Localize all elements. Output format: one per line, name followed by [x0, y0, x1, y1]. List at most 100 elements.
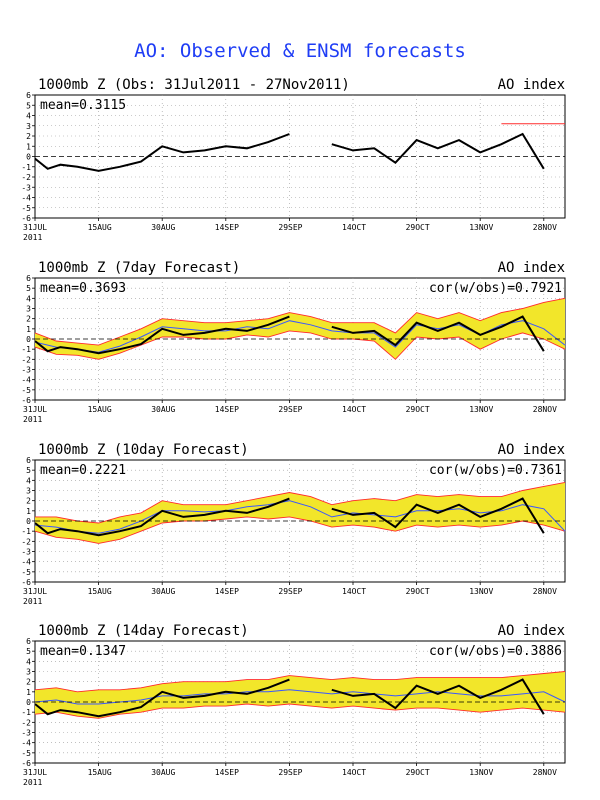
y-tick-label: -6: [21, 759, 31, 768]
year-label: 2011: [23, 233, 42, 242]
ensemble-spread-band: [35, 298, 565, 360]
x-tick-label: 29OCT: [406, 405, 430, 414]
x-tick-label: 14SEP: [215, 405, 239, 414]
x-tick-label: 15AUG: [88, 768, 112, 777]
x-tick-label: 14SEP: [215, 587, 239, 596]
x-tick-label: 28NOV: [533, 768, 557, 777]
y-tick-label: -5: [21, 749, 31, 758]
y-tick-label: -4: [21, 739, 31, 748]
panel-4: 1000mb Z (14day Forecast) AO index mean=0.…: [21, 623, 566, 787]
x-tick-label: 28NOV: [533, 223, 557, 232]
x-tick-label: 29SEP: [278, 768, 302, 777]
panel-title: 1000mb Z (10day Forecast): [38, 442, 249, 458]
observed-series-line: [34, 497, 290, 537]
observed-series-line: [331, 678, 545, 715]
grid: [35, 95, 565, 218]
x-tick-label: 30AUG: [151, 223, 175, 232]
x-tick-label: 29OCT: [406, 587, 430, 596]
y-tick-label: 5: [26, 101, 31, 110]
y-tick-label: 0: [26, 153, 31, 162]
y-tick-label: 2: [26, 315, 31, 324]
y-tick-label: -4: [21, 194, 31, 203]
year-label: 2011: [23, 597, 42, 606]
y-tick-label: -6: [21, 578, 31, 587]
y-tick-label: 0: [26, 335, 31, 344]
x-tick-label: 15AUG: [88, 587, 112, 596]
y-tick-label: -3: [21, 183, 31, 192]
figure-title: AO: Observed & ENSM forecasts: [134, 40, 466, 62]
year-label: 2011: [23, 778, 42, 787]
x-tick-label: 28NOV: [533, 405, 557, 414]
correlation-label: cor(w/obs)=0.7361: [429, 463, 562, 478]
x-tick-label: 14OCT: [342, 405, 366, 414]
y-tick-label: -6: [21, 214, 31, 223]
ensemble-spread-band: [35, 482, 565, 544]
y-tick-label: 1: [26, 688, 31, 697]
ensemble-max-line: [34, 671, 566, 693]
ensemble-min-line: [34, 703, 566, 719]
correlation-label: cor(w/obs)=0.7921: [429, 281, 562, 296]
index-label: AO index: [498, 442, 565, 458]
y-tick-label: 5: [26, 284, 31, 293]
y-tick-label: 4: [26, 294, 31, 303]
observed-series-line: [34, 678, 290, 718]
panel-title: 1000mb Z (14day Forecast): [38, 623, 249, 639]
y-tick-label: 4: [26, 112, 31, 121]
panel-2: 1000mb Z (7day Forecast) AO index mean=0.3…: [21, 260, 566, 424]
x-tick-label: 13NOV: [469, 405, 493, 414]
y-tick-label: 2: [26, 497, 31, 506]
panel-title: 1000mb Z (Obs: 31Jul2011 - 27Nov2011): [38, 77, 350, 93]
y-tick-label: -5: [21, 204, 31, 213]
y-tick-label: 3: [26, 487, 31, 496]
y-tick-label: -2: [21, 537, 31, 546]
ensemble-max-line: [35, 481, 566, 524]
y-tick-label: 1: [26, 142, 31, 151]
y-tick-label: 1: [26, 507, 31, 516]
y-tick-label: 1: [26, 325, 31, 334]
index-label: AO index: [498, 623, 565, 639]
y-tick-label: -4: [21, 558, 31, 567]
x-tick-label: 31JUL: [23, 587, 47, 596]
ensemble-min-line: [34, 516, 566, 544]
x-tick-label: 13NOV: [469, 587, 493, 596]
x-tick-label: 14SEP: [215, 768, 239, 777]
y-tick-label: -5: [21, 568, 31, 577]
panel-1: 1000mb Z (Obs: 31Jul2011 - 27Nov2011) AO …: [21, 77, 566, 242]
y-tick-label: 3: [26, 668, 31, 677]
observed-series-line: [34, 315, 290, 355]
x-tick-label: 15AUG: [88, 223, 112, 232]
y-tick-label: 6: [26, 91, 31, 100]
y-tick-label: -4: [21, 376, 31, 385]
y-tick-label: -1: [21, 708, 31, 717]
y-tick-label: 4: [26, 657, 31, 666]
x-tick-label: 31JUL: [23, 768, 47, 777]
x-tick-label: 14SEP: [215, 223, 239, 232]
y-tick-label: -3: [21, 366, 31, 375]
x-tick-label: 29SEP: [278, 587, 302, 596]
y-tick-label: 0: [26, 698, 31, 707]
y-tick-label: -2: [21, 355, 31, 364]
y-tick-label: -1: [21, 527, 31, 536]
year-label: 2011: [23, 415, 42, 424]
mean-label: mean=0.3115: [40, 98, 126, 113]
y-tick-label: 0: [26, 517, 31, 526]
y-tick-label: -1: [21, 345, 31, 354]
y-tick-label: -5: [21, 386, 31, 395]
y-tick-label: 5: [26, 466, 31, 475]
y-tick-label: 6: [26, 456, 31, 465]
mean-label: mean=0.1347: [40, 644, 126, 659]
x-tick-label: 29OCT: [406, 768, 430, 777]
x-tick-label: 31JUL: [23, 223, 47, 232]
y-tick-label: -2: [21, 718, 31, 727]
panel-title: 1000mb Z (7day Forecast): [38, 260, 240, 276]
y-tick-label: -1: [21, 163, 31, 172]
y-tick-label: 4: [26, 476, 31, 485]
x-tick-label: 30AUG: [151, 587, 175, 596]
x-tick-label: 13NOV: [469, 223, 493, 232]
y-tick-label: -2: [21, 173, 31, 182]
x-tick-label: 29OCT: [406, 223, 430, 232]
index-label: AO index: [498, 77, 565, 93]
x-tick-label: 14OCT: [342, 587, 366, 596]
observed-series-line: [331, 132, 545, 170]
